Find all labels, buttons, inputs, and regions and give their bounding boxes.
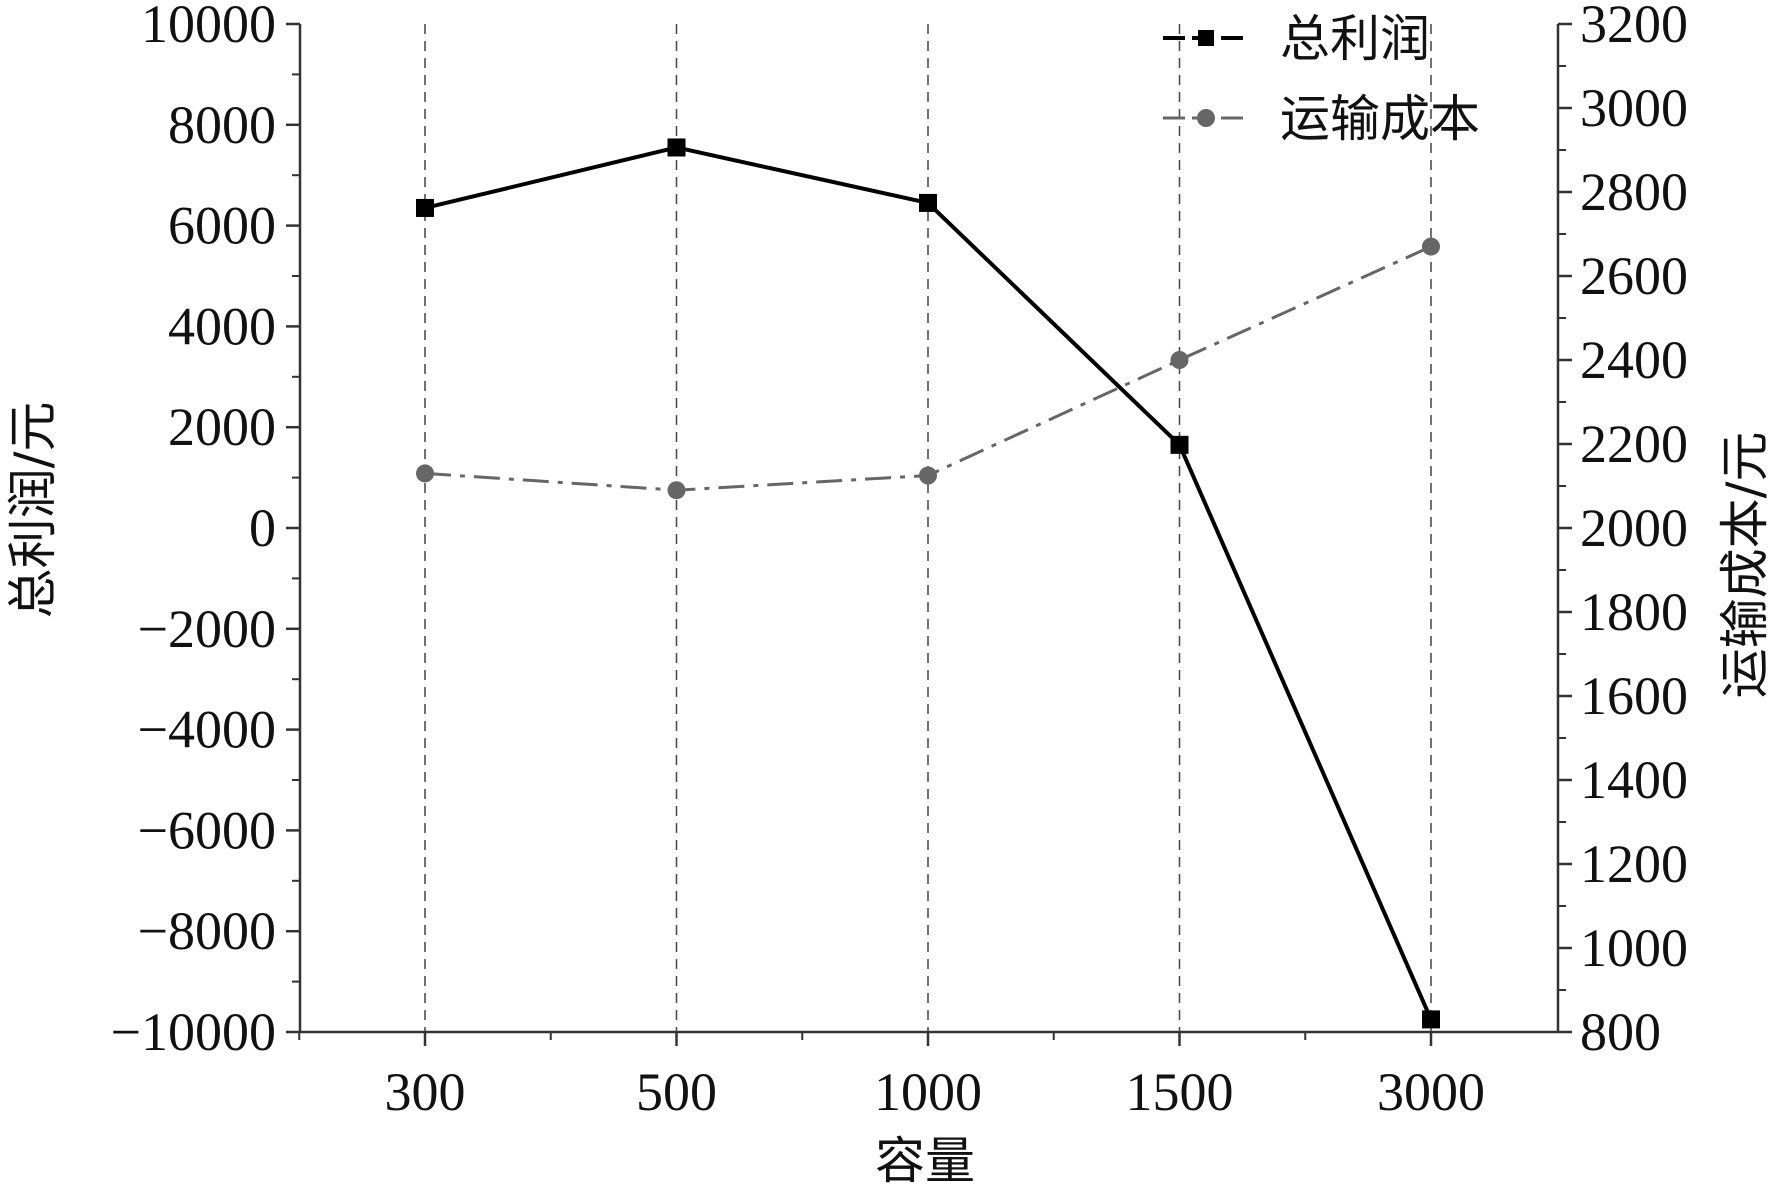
- left-tick-label: −6000: [138, 800, 276, 860]
- x-tick-label-300: 300: [385, 1062, 466, 1122]
- left-tick-label: 8000: [168, 95, 276, 155]
- legend-label-transport-cost: 运输成本: [1280, 90, 1480, 148]
- left-tick-label: 10000: [141, 0, 276, 54]
- right-tick-label: 2200: [1580, 414, 1688, 474]
- x-tick-label-3000: 3000: [1377, 1062, 1485, 1122]
- x-tick-label-500: 500: [636, 1062, 717, 1122]
- right-tick-label: 2600: [1580, 246, 1688, 306]
- right-tick-label: 2800: [1580, 162, 1688, 222]
- left-axis-ticks: −10000 −8000 −6000 −4000 −2000 0 2000 4000 6000 8…: [111, 0, 300, 1062]
- right-tick-label: 3200: [1580, 0, 1688, 54]
- x-tick-label-1500: 1500: [1126, 1062, 1234, 1122]
- x-axis-title: 容量: [875, 1132, 975, 1189]
- point-transport-cost-3000: [1422, 237, 1440, 256]
- right-axis-ticks: 800 1000 1200 1400 1600 1800 2000 2200 2400 2600 2…: [1558, 0, 1688, 1062]
- point-total-profit-500: [667, 138, 686, 157]
- legend-marker-transport-cost: [1197, 109, 1215, 127]
- left-tick-label: −10000: [111, 1002, 276, 1062]
- right-tick-label: 1200: [1580, 834, 1688, 894]
- point-transport-cost-1500: [1170, 351, 1189, 369]
- left-tick-label: −8000: [138, 901, 276, 961]
- point-transport-cost-1000: [919, 466, 937, 485]
- left-axis-title: 总利润/元: [4, 402, 62, 619]
- point-total-profit-1000: [919, 193, 937, 212]
- point-transport-cost-300: [416, 464, 434, 483]
- point-total-profit-1500: [1170, 435, 1189, 454]
- point-total-profit-300: [416, 198, 434, 217]
- right-tick-label: 2000: [1580, 498, 1688, 558]
- left-tick-label: 0: [249, 498, 276, 558]
- series-line-total-profit: [424, 145, 1433, 1021]
- right-tick-label: 1600: [1580, 666, 1688, 726]
- right-tick-label: 1800: [1580, 582, 1688, 642]
- right-tick-label: 3000: [1580, 78, 1688, 138]
- right-tick-label: 2400: [1580, 330, 1688, 390]
- point-transport-cost-500: [667, 481, 686, 500]
- series-layer: [416, 138, 1440, 1029]
- point-total-profit-3000: [1422, 1010, 1440, 1029]
- left-tick-label: −2000: [138, 599, 276, 659]
- grid-lines: [424, 24, 1432, 1032]
- left-tick-label: −4000: [138, 700, 276, 760]
- legend-label-total-profit: 总利润: [1280, 10, 1430, 68]
- x-axis-ticks: 300 500 1000 1500 3000: [298, 1032, 1485, 1122]
- left-tick-label: 6000: [168, 196, 276, 256]
- right-tick-label: 800: [1580, 1002, 1661, 1062]
- left-tick-label: 2000: [168, 397, 276, 457]
- left-tick-label: 4000: [168, 296, 276, 356]
- right-tick-label: 1000: [1580, 918, 1688, 978]
- right-tick-label: 1400: [1580, 750, 1688, 810]
- x-tick-label-1000: 1000: [874, 1062, 982, 1122]
- right-axis-title: 运输成本/元: [1716, 432, 1774, 699]
- legend-marker-total-profit: [1198, 30, 1214, 46]
- legend: 总利润 运输成本: [1163, 10, 1480, 148]
